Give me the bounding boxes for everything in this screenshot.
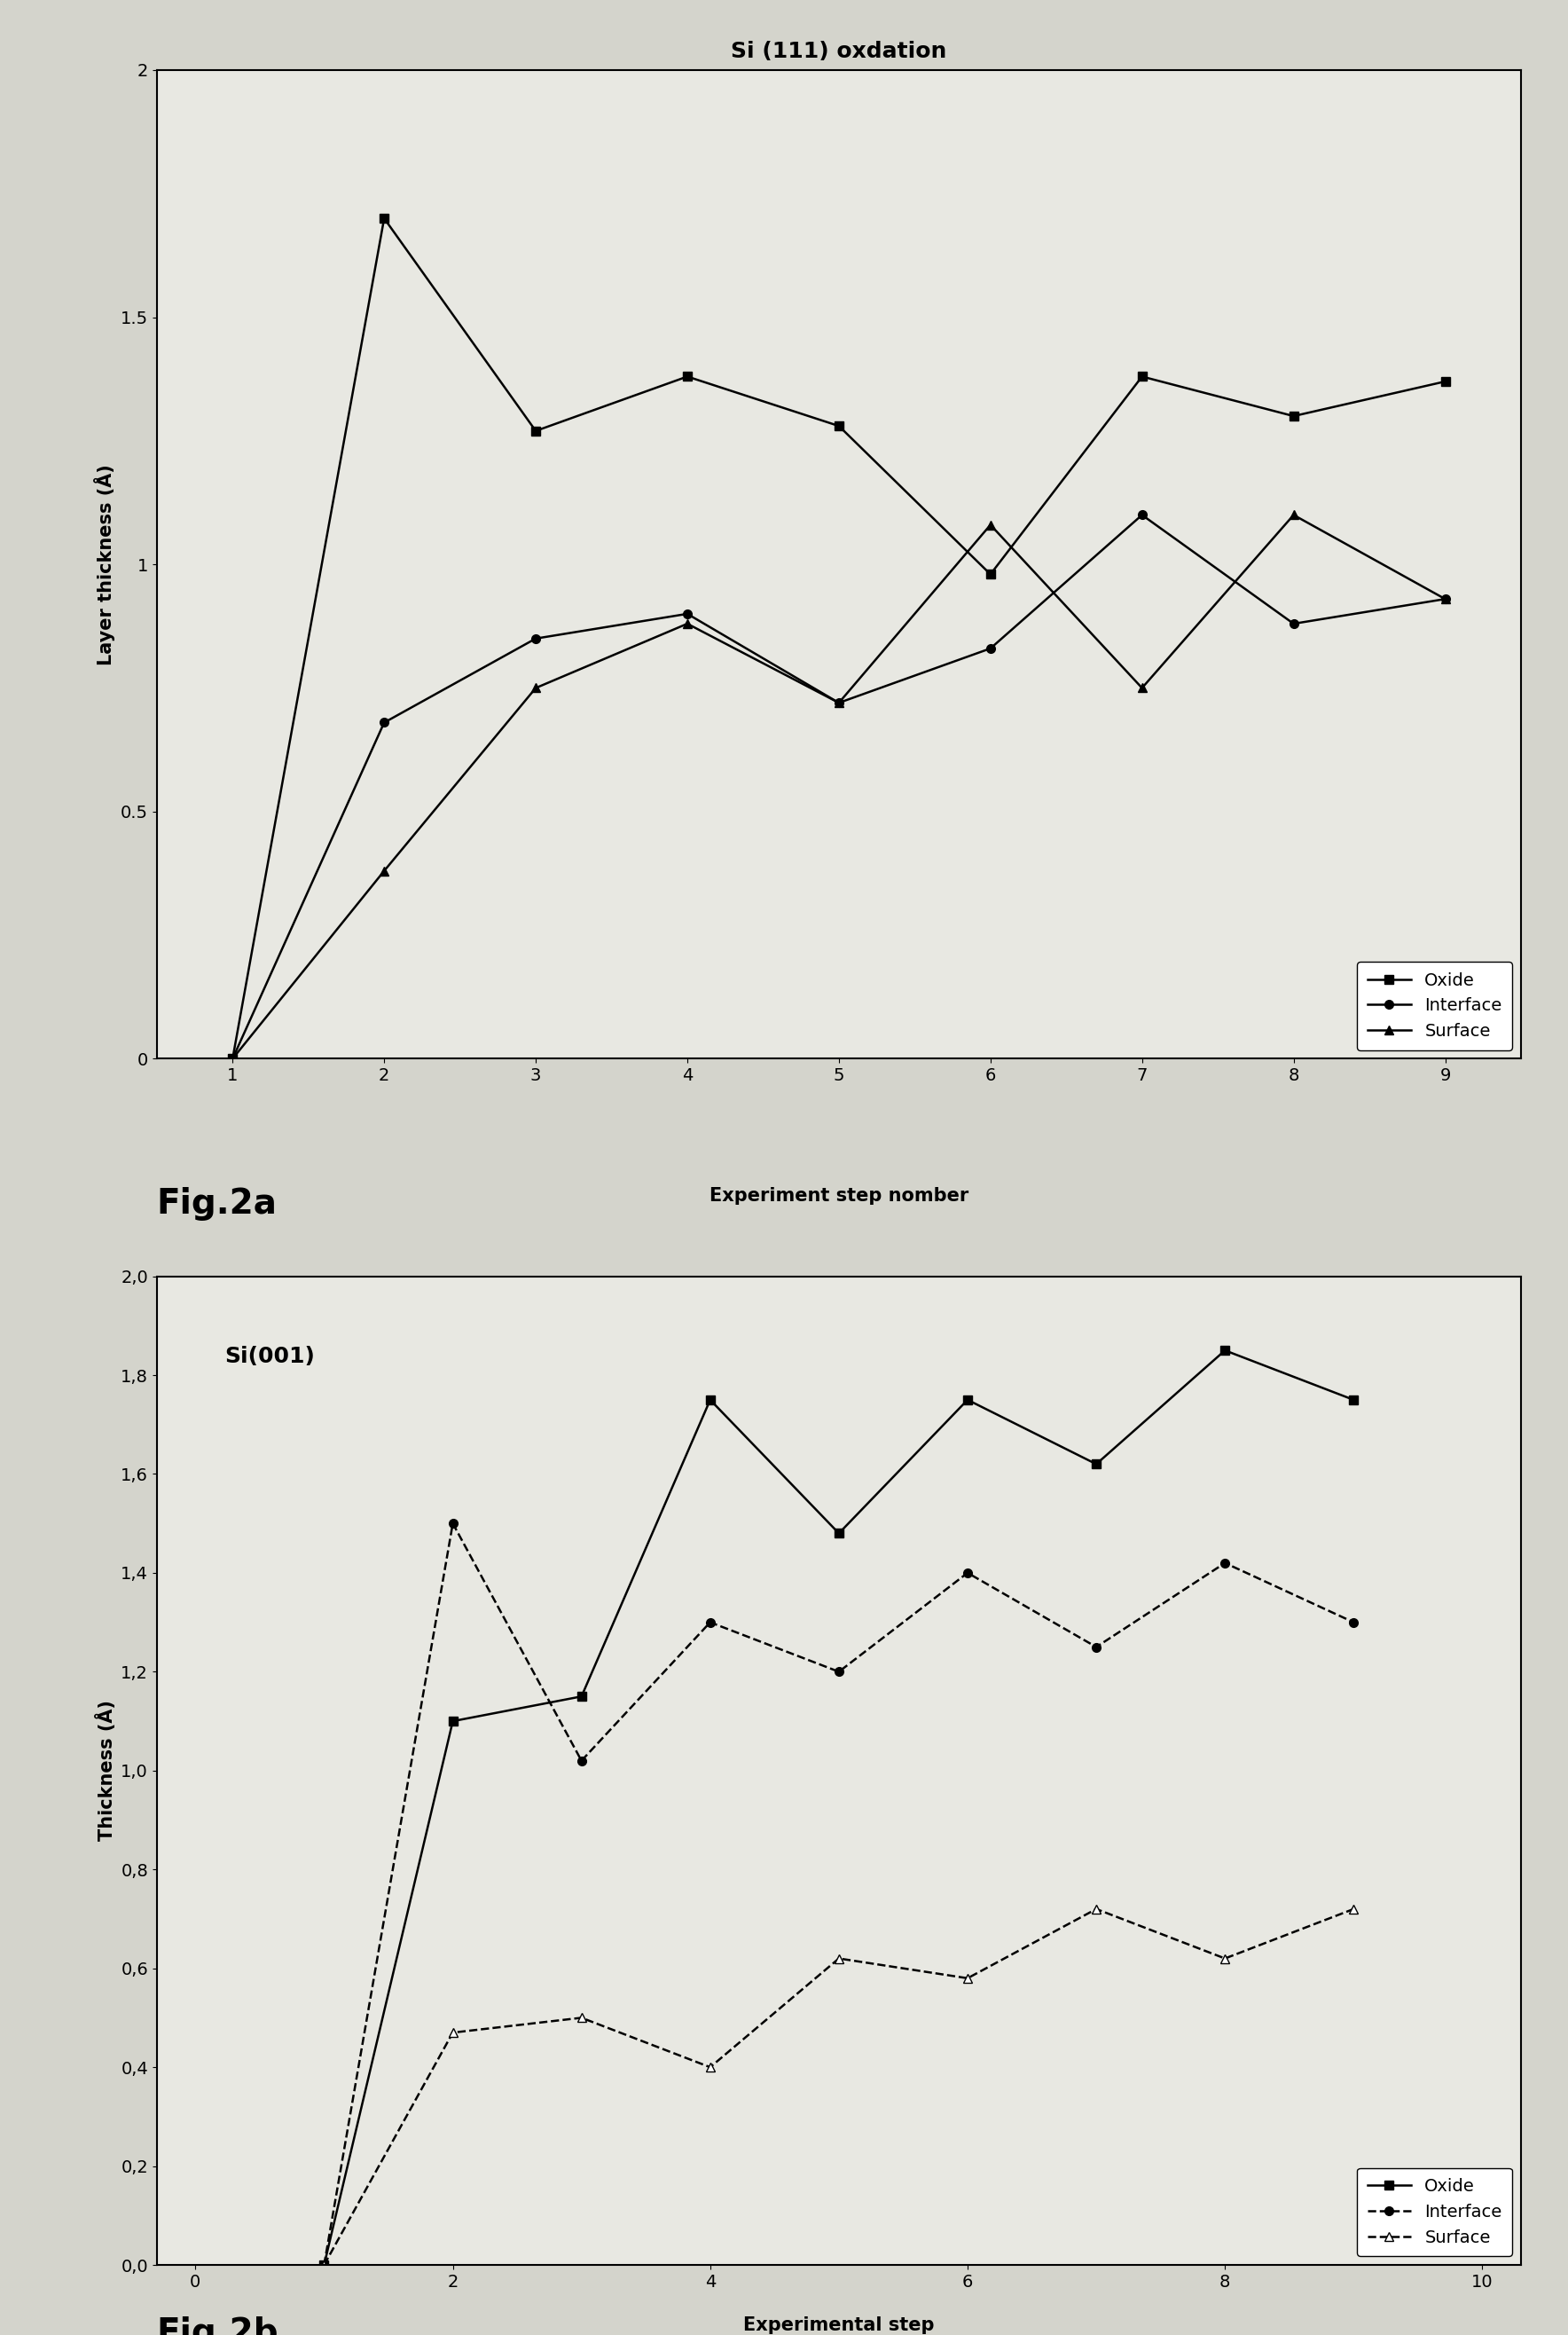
Surface xyxy=(375,857,394,885)
Oxide xyxy=(375,205,394,234)
Surface xyxy=(1436,586,1455,614)
Text: Si(001): Si(001) xyxy=(226,1345,315,1366)
Line: Surface: Surface xyxy=(229,511,1449,1062)
Surface xyxy=(527,675,546,703)
Line: Oxide: Oxide xyxy=(229,215,1449,1062)
Oxide xyxy=(829,411,848,439)
Interface xyxy=(1215,1548,1234,1576)
Text: Fig.2a: Fig.2a xyxy=(157,1186,278,1221)
Interface xyxy=(677,600,696,628)
Surface xyxy=(223,1044,241,1072)
Line: Interface: Interface xyxy=(320,1520,1358,2270)
Oxide xyxy=(315,2251,334,2279)
Surface xyxy=(1344,1896,1363,1924)
Surface xyxy=(1132,675,1151,703)
Interface xyxy=(701,1609,720,1637)
Oxide xyxy=(958,1387,977,1415)
Surface xyxy=(829,689,848,717)
Oxide xyxy=(982,560,1000,588)
Line: Surface: Surface xyxy=(320,1905,1358,2270)
Interface xyxy=(982,635,1000,663)
Line: Oxide: Oxide xyxy=(320,1345,1358,2270)
Interface xyxy=(1344,1609,1363,1637)
Surface xyxy=(701,2052,720,2080)
Oxide xyxy=(1215,1336,1234,1364)
Interface xyxy=(1284,609,1303,637)
Oxide xyxy=(1087,1450,1105,1478)
Oxide xyxy=(444,1707,463,1735)
Interface xyxy=(527,623,546,651)
Surface xyxy=(677,609,696,637)
Surface xyxy=(572,2003,591,2031)
Interface xyxy=(444,1508,463,1536)
Surface xyxy=(444,2017,463,2045)
Oxide xyxy=(1344,1387,1363,1415)
Oxide xyxy=(1436,367,1455,395)
Interface xyxy=(1087,1632,1105,1660)
Line: Interface: Interface xyxy=(229,511,1449,1062)
Text: Experimental step: Experimental step xyxy=(743,2316,935,2335)
Oxide xyxy=(1132,362,1151,390)
Interface xyxy=(572,1747,591,1775)
Legend: Oxide, Interface, Surface: Oxide, Interface, Surface xyxy=(1358,2167,1513,2256)
Interface xyxy=(315,2251,334,2279)
Surface xyxy=(958,1964,977,1992)
Interface xyxy=(375,708,394,736)
Interface xyxy=(1436,586,1455,614)
Interface xyxy=(829,1658,848,1686)
Surface xyxy=(982,511,1000,539)
Oxide xyxy=(701,1387,720,1415)
Title: Si (111) oxdation: Si (111) oxdation xyxy=(731,42,947,63)
Oxide xyxy=(677,362,696,390)
Oxide xyxy=(223,1044,241,1072)
Interface xyxy=(958,1560,977,1588)
Legend: Oxide, Interface, Surface: Oxide, Interface, Surface xyxy=(1358,962,1513,1051)
Oxide xyxy=(829,1520,848,1548)
Oxide xyxy=(527,418,546,446)
Surface xyxy=(1087,1896,1105,1924)
Oxide xyxy=(572,1684,591,1712)
Surface xyxy=(1284,502,1303,530)
Y-axis label: Thickness (Å): Thickness (Å) xyxy=(96,1700,116,1840)
Surface xyxy=(315,2251,334,2279)
Interface xyxy=(1132,502,1151,530)
Oxide xyxy=(1284,402,1303,430)
Interface xyxy=(829,689,848,717)
Text: Fig.2b: Fig.2b xyxy=(157,2316,279,2335)
Text: Experiment step nomber: Experiment step nomber xyxy=(709,1186,969,1205)
Surface xyxy=(829,1945,848,1973)
Surface xyxy=(1215,1945,1234,1973)
Y-axis label: Layer thickness (Å): Layer thickness (Å) xyxy=(94,465,116,665)
Interface xyxy=(223,1044,241,1072)
